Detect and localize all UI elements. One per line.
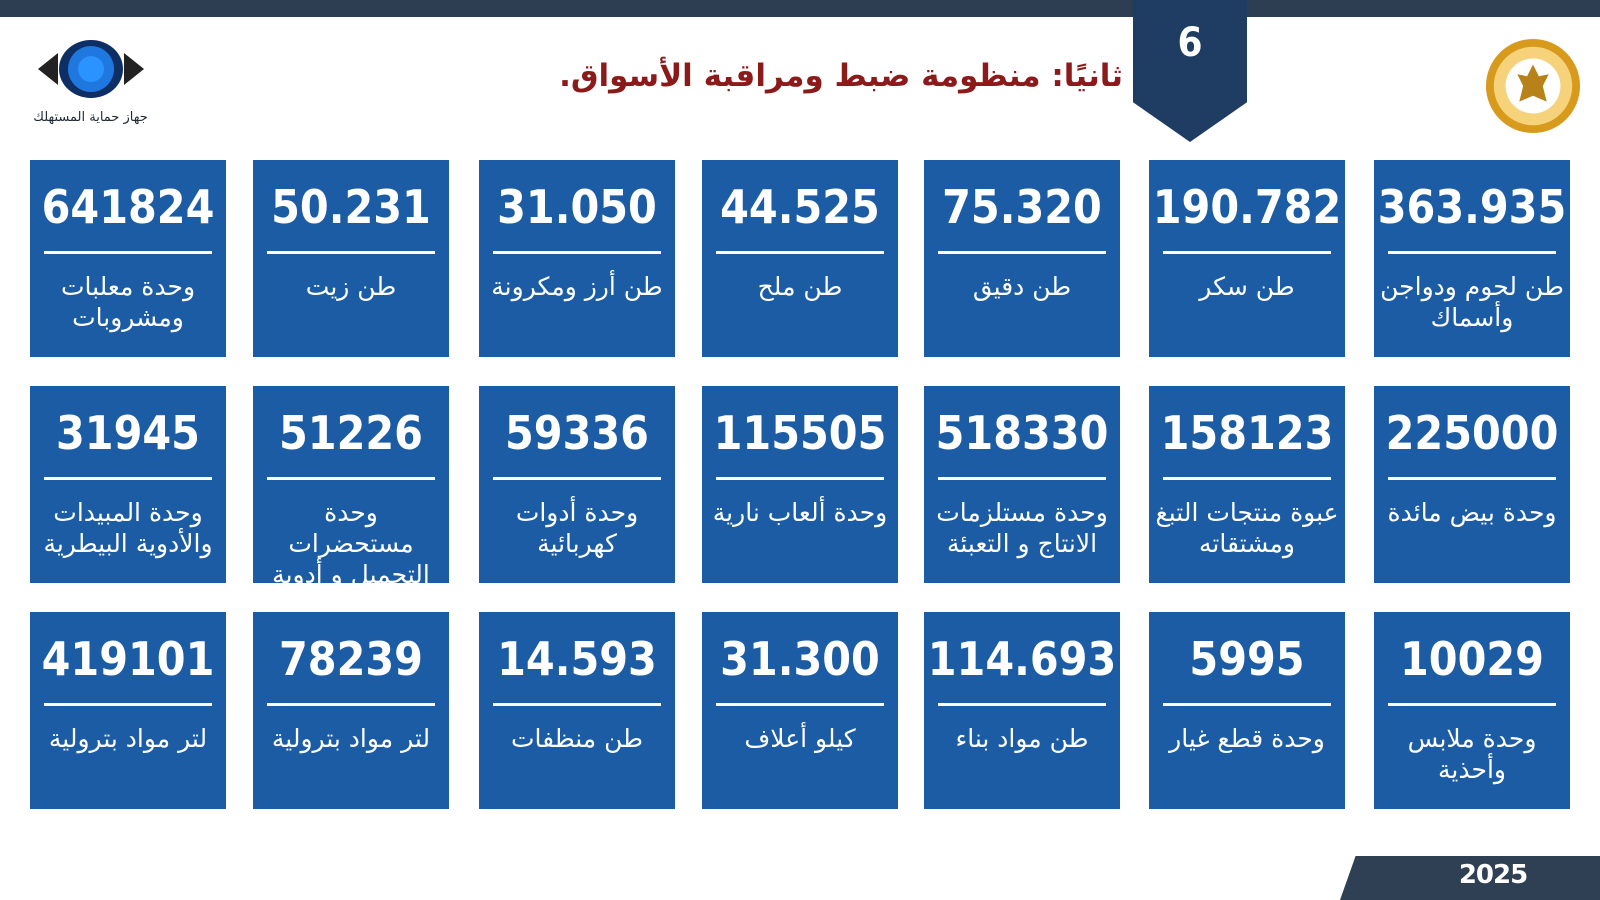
- divider: [938, 477, 1106, 480]
- divider: [938, 703, 1106, 706]
- stat-label: لتر مواد بترولية: [271, 724, 431, 753]
- stat-tile: 31.300 كيلو أعلاف: [702, 612, 898, 809]
- stat-value: 190.782: [1152, 180, 1342, 234]
- stat-value: 59336: [505, 406, 649, 460]
- stat-tile: 641824 وحدة معلبات ومشروبات: [30, 160, 226, 357]
- stat-value: 50.231: [271, 180, 431, 234]
- stat-label: وحدة ملابس وأحذية: [1407, 724, 1537, 784]
- year-label: 2025: [1458, 860, 1528, 890]
- stat-label: طن لحوم ودواجن وأسماك: [1380, 272, 1564, 332]
- stat-tile: 78239 لتر مواد بترولية: [253, 612, 449, 809]
- footer-band: [1340, 856, 1600, 900]
- divider: [716, 477, 884, 480]
- divider: [938, 251, 1106, 254]
- divider: [493, 477, 661, 480]
- stat-label: طن مواد بناء: [955, 724, 1089, 753]
- stat-tile: 518330 وحدة مستلزمات الانتاج و التعبئة: [924, 386, 1120, 583]
- divider: [267, 251, 435, 254]
- stat-tile: 59336 وحدة أدوات كهربائية: [479, 386, 675, 583]
- divider: [493, 251, 661, 254]
- stat-tile: 419101 لتر مواد بترولية: [30, 612, 226, 809]
- top-bar: [0, 0, 1600, 17]
- slide-number-badge: 6: [1133, 0, 1247, 142]
- stat-value: 10029: [1400, 632, 1544, 686]
- stat-tile: 75.320 طن دقيق: [924, 160, 1120, 357]
- slide-number: 6: [1177, 20, 1203, 66]
- stat-value: 51226: [279, 406, 423, 460]
- divider: [1163, 251, 1331, 254]
- stat-label: وحدة أدوات كهربائية: [515, 498, 639, 558]
- stat-label: كيلو أعلاف: [744, 724, 856, 753]
- stat-tile: 50.231 طن زيت: [253, 160, 449, 357]
- stat-value: 114.693: [927, 632, 1117, 686]
- consumer-protection-logo: جهاز حماية المستهلك: [8, 38, 173, 138]
- stat-value: 75.320: [942, 180, 1102, 234]
- divider: [1163, 477, 1331, 480]
- stat-value: 419101: [41, 632, 215, 686]
- stat-value: 518330: [935, 406, 1109, 460]
- stat-value: 31.300: [720, 632, 880, 686]
- stat-value: 115505: [713, 406, 887, 460]
- divider: [493, 703, 661, 706]
- divider: [1388, 477, 1556, 480]
- stat-tile: 363.935 طن لحوم ودواجن وأسماك: [1374, 160, 1570, 357]
- stat-label: وحدة معلبات ومشروبات: [60, 272, 196, 332]
- divider: [716, 251, 884, 254]
- stat-label: عبوة منتجات التبغ ومشتقاته: [1155, 498, 1339, 558]
- stat-value: 44.525: [720, 180, 880, 234]
- divider: [44, 477, 212, 480]
- stat-tile: 31945 وحدة المبيدات والأدوية البيطرية: [30, 386, 226, 583]
- logo-caption: جهاز حماية المستهلك: [33, 110, 148, 125]
- stat-tile: 5995 وحدة قطع غيار: [1149, 612, 1345, 809]
- stat-value: 78239: [279, 632, 423, 686]
- divider: [44, 703, 212, 706]
- divider: [1388, 703, 1556, 706]
- stat-tile: 31.050 طن أرز ومكرونة: [479, 160, 675, 357]
- stat-tile: 44.525 طن ملح: [702, 160, 898, 357]
- stat-label: وحدة قطع غيار: [1169, 724, 1325, 753]
- divider: [1388, 251, 1556, 254]
- stat-value: 225000: [1385, 406, 1559, 460]
- stat-tile: 51226 وحدة مستحضرات التجميل و أدوية: [253, 386, 449, 589]
- stat-label: طن سكر: [1199, 272, 1295, 301]
- stat-value: 158123: [1160, 406, 1334, 460]
- stat-value: 14.593: [497, 632, 657, 686]
- stat-label: وحدة مستلزمات الانتاج و التعبئة: [936, 498, 1108, 558]
- page-title: ثانيًا: منظومة ضبط ومراقبة الأسواق.: [559, 58, 1123, 94]
- stat-tile: 158123 عبوة منتجات التبغ ومشتقاته: [1149, 386, 1345, 583]
- stat-value: 5995: [1189, 632, 1305, 686]
- stat-tile: 14.593 طن منظفات: [479, 612, 675, 809]
- stat-value: 363.935: [1377, 180, 1567, 234]
- stat-label: وحدة المبيدات والأدوية البيطرية: [43, 498, 213, 558]
- eye-logo-icon: [38, 40, 144, 98]
- stat-tile: 225000 وحدة بيض مائدة: [1374, 386, 1570, 583]
- stat-tile: 114.693 طن مواد بناء: [924, 612, 1120, 809]
- stat-tile: 10029 وحدة ملابس وأحذية: [1374, 612, 1570, 809]
- divider: [267, 703, 435, 706]
- divider: [44, 251, 212, 254]
- stat-value: 641824: [41, 180, 215, 234]
- stat-tile: 115505 وحدة ألعاب نارية: [702, 386, 898, 583]
- stat-label: لتر مواد بترولية: [48, 724, 208, 753]
- divider: [716, 703, 884, 706]
- divider: [267, 477, 435, 480]
- stat-value: 31945: [56, 406, 200, 460]
- stat-label: طن زيت: [305, 272, 397, 301]
- government-emblem-icon: [1485, 38, 1581, 134]
- stat-tile: 190.782 طن سكر: [1149, 160, 1345, 357]
- stat-label: وحدة مستحضرات التجميل و أدوية: [272, 498, 430, 589]
- divider: [1163, 703, 1331, 706]
- stat-label: طن منظفات: [510, 724, 644, 753]
- stat-label: وحدة ألعاب نارية: [712, 498, 888, 527]
- stat-label: طن دقيق: [972, 272, 1072, 301]
- stat-label: طن ملح: [757, 272, 843, 301]
- stat-label: طن أرز ومكرونة: [491, 272, 663, 301]
- stat-label: وحدة بيض مائدة: [1387, 498, 1557, 527]
- stat-value: 31.050: [497, 180, 657, 234]
